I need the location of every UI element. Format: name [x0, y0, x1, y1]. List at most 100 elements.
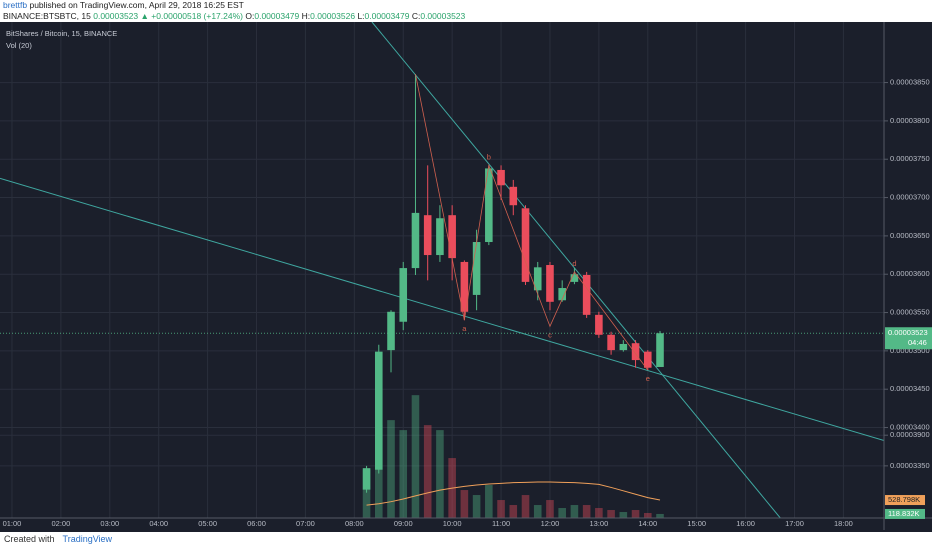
volume-bar [472, 495, 481, 518]
volume-bar [362, 470, 371, 518]
candle-body [631, 343, 640, 361]
candle-body [472, 242, 481, 295]
brand[interactable]: TradingView [62, 534, 113, 544]
y-tick-label: 0.00003900 [890, 430, 930, 439]
x-tick-label: 05:00 [198, 519, 217, 528]
ohlc-value: 0.00003479 [254, 10, 300, 21]
volume-bar [582, 505, 591, 518]
y-tick-label: 0.00003750 [890, 154, 930, 163]
chart: a b c d e BitShares / Bitcoin, 15, BINANCE V… [0, 22, 932, 532]
volume-ma-label: 528.798K [888, 495, 920, 504]
x-tick-label: 11:00 [492, 519, 510, 528]
x-tick-label: 18:00 [834, 519, 853, 528]
wave [415, 74, 649, 371]
y-tick-label: 0.00003500 [890, 346, 930, 355]
candle-body [362, 468, 371, 490]
author[interactable]: brettfb [3, 0, 28, 10]
ohlc-value: 0.00003526 [310, 10, 356, 21]
candle-body [582, 274, 591, 315]
volume-bar [497, 500, 505, 518]
x-tick-label: 14:00 [638, 519, 657, 528]
candle-body [485, 168, 493, 243]
ohlc-value: 0.00003479 [364, 10, 410, 21]
volume-bar [411, 395, 420, 518]
ohlc-key: H: [301, 10, 311, 21]
y-tick-label: 0.00003600 [890, 269, 930, 278]
candle-body [460, 261, 469, 312]
candle-body [497, 169, 505, 186]
candle-body [509, 186, 518, 206]
volume-bar [387, 420, 395, 518]
volume-bar [399, 430, 408, 518]
candle-body [607, 334, 615, 351]
last-price-box [885, 327, 932, 350]
volume-bar [570, 505, 579, 518]
pane: a b c d e [0, 22, 884, 518]
y-tick-label: 0.00003700 [890, 193, 930, 202]
y-tick-label: 0.00003400 [890, 423, 930, 432]
candle-body [533, 267, 542, 291]
wave-label: a [462, 324, 467, 333]
volume-bar [423, 425, 432, 518]
header: brettfb published on TradingView.com, Ap… [3, 0, 928, 21]
candle-body [387, 311, 395, 351]
volume-bar [558, 508, 566, 518]
volume-title: Vol (20) [6, 41, 32, 50]
volume-bar [656, 513, 664, 518]
volume-bar [619, 512, 628, 518]
x-tick-label: 03:00 [100, 519, 119, 528]
x-tick-label: 17:00 [785, 519, 804, 528]
candle-body [558, 288, 566, 301]
footer: Created with TradingView [4, 534, 112, 544]
chart-title: BitShares / Bitcoin, 15, BINANCE [6, 29, 117, 38]
y-tick-label: 0.00003550 [890, 308, 930, 317]
candle-body [656, 333, 664, 367]
volume-bar [643, 513, 652, 518]
candle-body [448, 215, 456, 259]
countdown: 04:46 [908, 338, 927, 347]
candle-body [521, 208, 530, 282]
volume-bar [595, 508, 603, 518]
last: 0.00003523 [93, 10, 139, 21]
candle-body [570, 274, 579, 282]
y-tick-label: 0.00003450 [890, 384, 930, 393]
volume-bar [546, 500, 554, 518]
candle-body [619, 343, 628, 351]
x-tick-label: 01:00 [3, 519, 22, 528]
candle-body [436, 218, 444, 256]
created: Created with [4, 534, 55, 544]
x-tick-label: 02:00 [51, 519, 70, 528]
y-tick-label: 0.00003350 [890, 461, 930, 470]
candle-body [643, 351, 652, 368]
volume-ma [366, 481, 661, 506]
x-tick-label: 16:00 [736, 519, 755, 528]
volume-bar [631, 510, 640, 518]
last-price-label: 0.00003523 [888, 328, 928, 337]
trendline [371, 22, 781, 518]
y-tick-label: 0.00003850 [890, 78, 930, 87]
wave-label: c [548, 330, 552, 339]
x-tick-label: 08:00 [345, 519, 364, 528]
change: ▲ +0.00000518 (+17.24%) [140, 10, 243, 21]
symbol: BINANCE:BTSBTC, 15 [3, 10, 91, 21]
candle-body [399, 268, 408, 322]
ohlc-value: 0.00003523 [420, 10, 466, 21]
volume-label: 118.832K [888, 509, 920, 518]
y-tick-label: 0.00003650 [890, 231, 930, 240]
ohlc-key: L: [357, 10, 365, 21]
ohlc-key: O: [245, 10, 255, 21]
volume-bar [521, 495, 530, 518]
volume-ma-box [885, 495, 925, 506]
trendline [0, 177, 884, 442]
candle-body [374, 351, 383, 470]
x-tick-label: 10:00 [443, 519, 462, 528]
wave-label: b [487, 152, 491, 161]
candle-body [546, 265, 554, 302]
x-tick-label: 07:00 [296, 519, 315, 528]
volume-bar [533, 505, 542, 518]
x-tick-label: 09:00 [394, 519, 413, 528]
candle-body [411, 212, 420, 269]
x-tick-label: 15:00 [687, 519, 706, 528]
candle-body [595, 314, 603, 335]
